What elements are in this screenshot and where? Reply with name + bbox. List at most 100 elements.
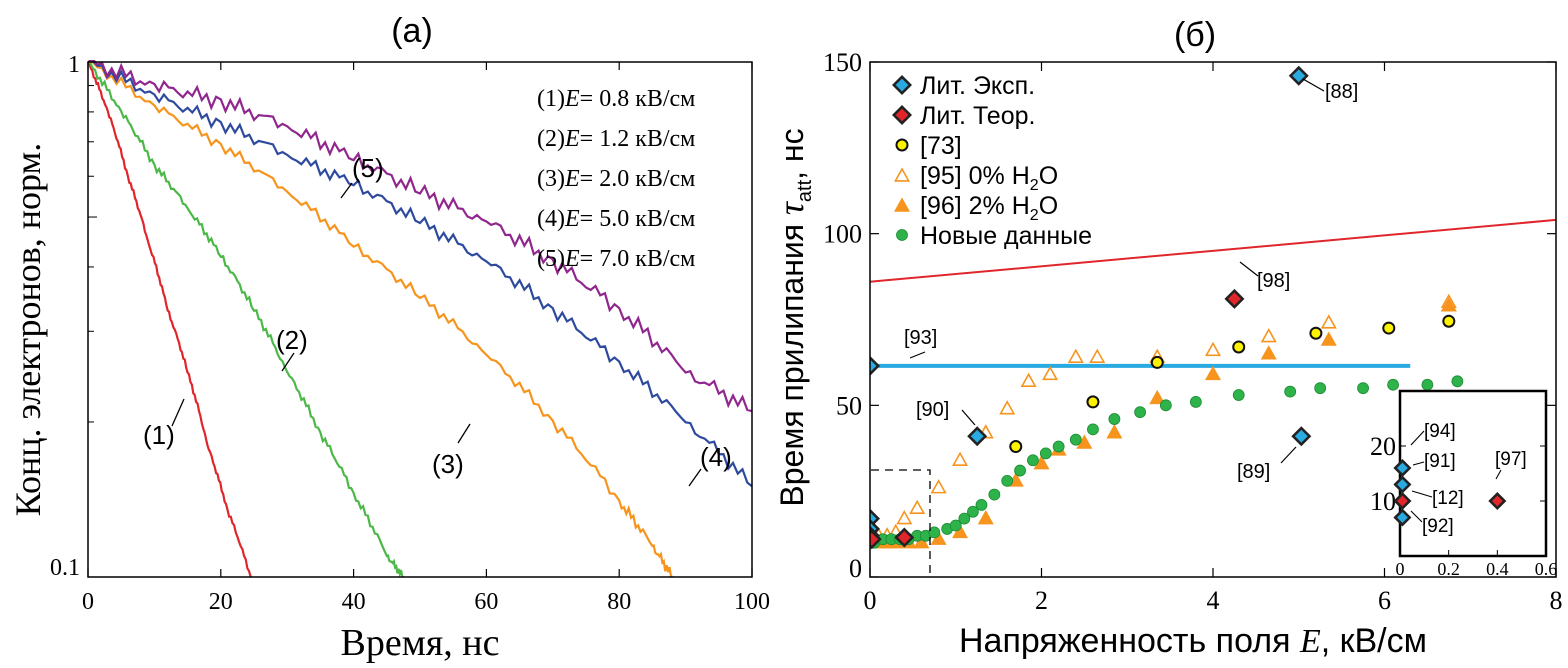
point-theor [1228,292,1241,306]
point-exp [970,429,984,443]
point-new-data [1451,375,1464,388]
legend-number: (4) [537,206,565,232]
point-new-data [958,512,971,525]
point-theor [870,532,879,546]
panel-b: (б)[88][98][93][90][89]0 2 4 6 8050100150Нап… [771,16,1563,660]
legend-variable: E [564,206,580,232]
x-axis-title-variable: E [1299,623,1321,660]
point-95 [1204,341,1222,357]
legend-number: (5) [537,246,565,272]
x-tick-label: 8 [1550,586,1563,615]
legend-label: [96] 2% H2O [920,192,1058,224]
y-tick-label: 50 [836,391,862,420]
point-73 [1150,355,1164,369]
legend-label-tail: O [1039,192,1058,220]
inset-point-exp [1397,462,1408,474]
legend-entry: (1)E= 0.8 кВ/см [537,86,695,112]
x-tick-label: 0 [864,586,877,615]
point-73 [1009,440,1023,454]
inset-reference-leader [1411,490,1433,498]
legend-label-text: [73] [920,132,962,160]
curve-label: (2) [276,325,308,355]
legend-marker [895,108,909,122]
point-95 [909,499,926,515]
point-new-data [967,505,979,518]
legend-text: = 5.0 кВ/см [580,206,696,232]
panel-b-label: (б) [1174,16,1216,54]
reference-label: [89] [1237,461,1270,483]
legend-label-text: [95] 0% H [920,162,1030,190]
x-axis-title: Время, нс [341,622,500,664]
inset-reference-label: [12] [1432,488,1464,509]
y-tick-label: 100 [823,220,862,249]
point-new-data [1314,382,1327,395]
y-axis-title-subscript: att [794,179,816,202]
reference-label: [98] [1257,270,1290,292]
legend-label: [95] 0% H2O [920,162,1058,194]
curve-label-leader [281,352,295,372]
legend-label-subscript: 2 [1030,177,1039,194]
x-tick-label: 4 [1207,586,1220,615]
series-line-5 [88,60,752,413]
point-95 [952,451,969,466]
point-96 [1260,345,1277,360]
point-95 [1089,348,1106,363]
legend-label-subscript: 2 [1030,207,1039,224]
inset-y-tick-label: 10 [1370,487,1396,516]
reference-leader [961,409,976,426]
inset-frame [1398,389,1548,558]
curve-label-leader [457,423,471,444]
legend-marker [893,197,911,212]
point-new-data [949,519,962,532]
point-new-data [1027,454,1039,467]
curve-label: (3) [432,449,464,479]
inset-reference-label: [97] [1495,449,1527,470]
inset-reference-leader [1412,461,1425,466]
y-tick-label: 150 [823,48,862,77]
reference-label: [88] [1325,81,1358,103]
reference-leader [1280,446,1297,464]
point-new-data [1357,382,1369,395]
point-new-data [1232,389,1245,401]
legend-label-text: Лит. Теор. [920,102,1035,130]
x-axis-title: Напряженность поля E, кВ/см [959,622,1427,660]
point-96 [1204,365,1222,381]
legend-marker [895,78,909,92]
legend-number: (3) [537,166,565,192]
inset-x-tick-label: 0.6 [1535,559,1558,579]
curve-label: (5) [352,153,384,183]
inset-point-exp [1397,479,1408,490]
series-line-3 [88,60,674,577]
point-new-data [988,488,1001,501]
point-73 [1309,326,1323,340]
inset-reference-leader [1495,469,1502,480]
panel-a-label: (a) [391,12,433,50]
x-axis-title-text: Напряженность поля [959,622,1300,660]
legend-text: = 1.2 кВ/см [580,126,696,152]
panel-a: (a) 0 20 40 60 80 100 0.1 1 Время, нс Конц. электр… [8,12,770,664]
y-axis-title-variable: τ [771,201,811,215]
legend-label-text: Новые данные [920,222,1092,250]
legend-label: Лит. Теор. [920,102,1035,130]
x-tick-label: 20 [209,589,233,615]
point-96 [1440,297,1457,312]
legend-text: = 7.0 кВ/см [580,246,696,272]
legend-label-text: Лит. Эксп. [920,72,1035,100]
panel-a-frame [87,61,753,578]
series-line-4 [88,60,752,488]
point-96 [977,509,994,525]
point-exp [870,359,877,373]
legend-label-text: [96] 2% H [920,192,1030,220]
inset-reference-leader [1410,510,1423,523]
x-tick-label: 6 [1378,586,1391,615]
point-new-data [1052,440,1065,453]
point-95 [1320,314,1337,329]
legend-entry: (2)E= 1.2 кВ/см [537,126,695,152]
point-95 [1020,372,1037,388]
x-axis-title-unit: , кВ/см [1321,622,1427,660]
point-new-data [975,498,988,511]
y-tick-label: 0 [849,554,862,583]
x-tick-label: 100 [734,589,770,615]
reference-leader [1239,261,1259,277]
legend-variable: E [564,166,580,192]
